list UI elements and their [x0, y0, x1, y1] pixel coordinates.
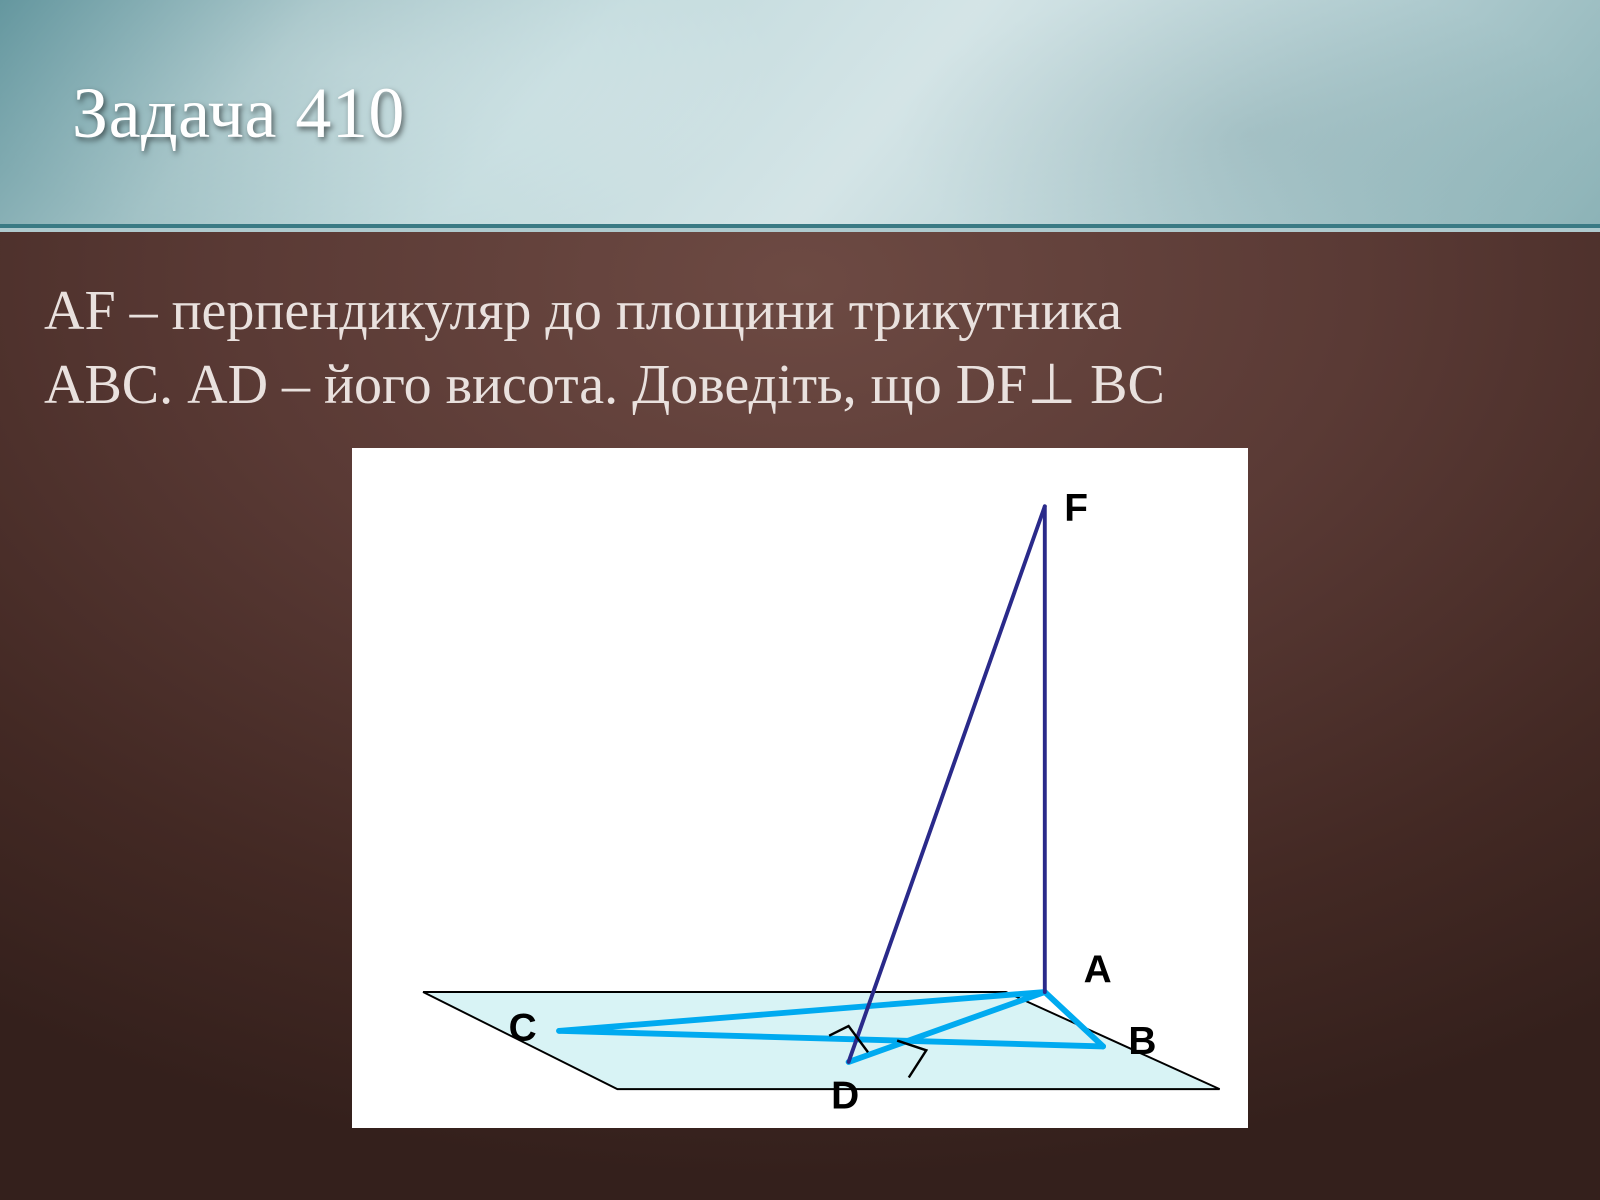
problem-line-1: AF – перпендикуляр до площини трикутника — [44, 280, 1122, 342]
label-D: D — [831, 1075, 859, 1118]
slide-title: Задача 410 — [72, 72, 405, 155]
slide: Задача 410 AF – перпендикуляр до площини… — [0, 0, 1600, 1200]
body-area: AF – перпендикуляр до площини трикутника… — [0, 232, 1600, 1200]
perp-symbol: ⊥ — [1027, 352, 1076, 415]
label-C: C — [509, 1007, 537, 1050]
problem-line-2b: ВС — [1076, 354, 1165, 416]
problem-text: AF – перпендикуляр до площини трикутника… — [44, 276, 1540, 421]
line-FD — [849, 506, 1045, 1062]
problem-line-2a: АВС. АD – його висота. Доведіть, що DF — [44, 354, 1027, 416]
figure-svg: F A B C D — [352, 448, 1248, 1128]
header-band: Задача 410 — [0, 0, 1600, 228]
label-F: F — [1064, 487, 1088, 530]
oblique-lines — [849, 506, 1045, 1062]
geometry-figure: F A B C D — [352, 448, 1248, 1128]
label-B: B — [1128, 1020, 1156, 1063]
label-A: A — [1084, 948, 1112, 991]
